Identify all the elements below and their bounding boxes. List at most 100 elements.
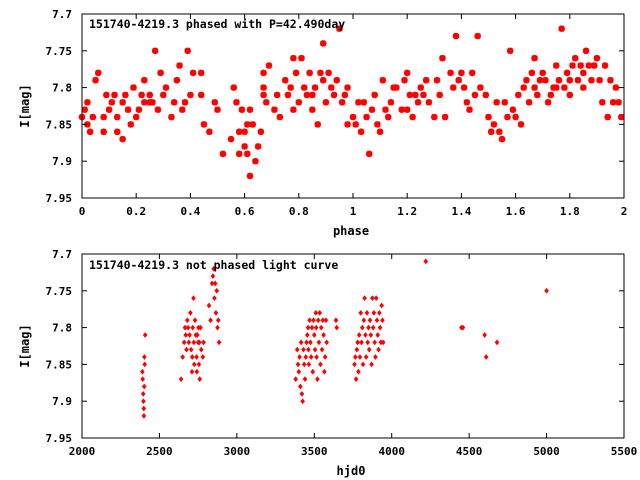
phased-data-point (569, 62, 576, 69)
phased-data-point (146, 91, 153, 99)
unphased-data-point (334, 324, 340, 331)
unphased-data-point (380, 317, 385, 324)
phased-data-point (504, 113, 511, 121)
phased-data-point (311, 84, 319, 91)
phased-data-point (496, 128, 503, 135)
unphased-data-point (302, 376, 308, 383)
unphased-data-point (361, 317, 367, 324)
phased-data-point (181, 99, 189, 106)
phased-data-point (572, 54, 579, 62)
phased-plot-title: 151740-4219.3 phased with P=42.490day (89, 17, 345, 31)
phased-data-point (84, 121, 91, 128)
phased-data-points (78, 25, 625, 180)
unphased-data-point (322, 368, 327, 375)
phased-data-point (127, 121, 134, 128)
phased-data-point (490, 121, 498, 128)
phased-data-point (276, 113, 284, 121)
phased-y-tick-label: 7.95 (46, 192, 73, 205)
phased-data-point (536, 77, 544, 84)
phased-data-point (189, 69, 197, 77)
unphased-data-point (322, 354, 328, 360)
phased-data-point (252, 158, 259, 165)
unphased-data-point (377, 324, 383, 331)
unphased-data-point (140, 376, 146, 383)
phased-data-point (149, 99, 156, 106)
unphased-data-point (142, 354, 147, 360)
phased-data-point (263, 99, 270, 106)
phased-data-point (406, 91, 414, 99)
phased-y-tick-label: 7.75 (46, 45, 73, 58)
phased-data-point (531, 54, 538, 62)
phased-data-point (86, 128, 94, 135)
unphased-data-point (423, 258, 429, 265)
unphased-y-axis-label: I[mag] (18, 324, 32, 367)
unphased-data-point (306, 361, 312, 368)
phased-data-point (260, 91, 267, 99)
unphased-data-point (376, 346, 381, 353)
phased-data-point (385, 113, 392, 121)
phased-data-point (95, 69, 102, 77)
phased-data-point (436, 91, 443, 99)
phased-x-axis-label: phase (333, 224, 369, 238)
phased-data-point (506, 47, 514, 54)
unphased-y-tick-label: 7.75 (46, 285, 73, 298)
unphased-data-point (206, 302, 212, 309)
unphased-axis-ticks: 2000 2500 3000 3500 4000 4500 5000 5500 7.7 7.75 7… (46, 248, 638, 458)
unphased-data-point (189, 368, 195, 375)
unphased-data-point (197, 376, 202, 383)
unphased-data-point (208, 317, 213, 324)
phased-data-point (124, 106, 132, 113)
unphased-data-point (366, 346, 372, 353)
unphased-data-point (191, 339, 197, 346)
unphased-data-points (140, 258, 549, 419)
unphased-data-point (141, 398, 146, 405)
unphased-data-point (308, 354, 314, 360)
phased-data-point (417, 84, 424, 91)
phased-data-point (151, 47, 159, 54)
unphased-data-point (184, 346, 189, 353)
phased-data-point (154, 106, 162, 113)
phased-y-tick-label: 7.8 (52, 82, 72, 95)
phased-data-point (235, 150, 243, 158)
phased-data-point (241, 128, 248, 135)
phased-data-point (100, 113, 107, 121)
unphased-data-point (359, 324, 365, 331)
unphased-data-point (357, 354, 363, 360)
phased-data-point (409, 113, 416, 121)
unphased-data-point (364, 309, 370, 316)
phased-data-point (431, 113, 438, 121)
phased-data-point (271, 106, 278, 113)
phased-data-point (376, 128, 384, 135)
phased-data-point (309, 106, 316, 113)
unphased-data-point (141, 383, 147, 390)
unphased-x-tick-label: 5500 (611, 445, 638, 458)
phased-data-point (301, 84, 308, 91)
phased-data-point (81, 106, 88, 113)
phased-data-point (466, 106, 473, 113)
phased-data-point (344, 84, 351, 91)
phased-data-point (607, 77, 614, 84)
phased-data-point (344, 121, 351, 128)
unphased-data-point (323, 317, 329, 324)
phased-data-point (333, 77, 340, 84)
phased-data-point (498, 135, 506, 143)
unphased-data-point (212, 295, 217, 302)
unphased-data-point (310, 368, 316, 375)
phased-x-tick-label: 0.6 (235, 205, 255, 218)
phased-data-point (555, 77, 563, 84)
phased-x-tick-label: 1 (350, 205, 357, 218)
unphased-y-tick-label: 7.85 (46, 358, 73, 371)
phased-data-point (618, 113, 625, 121)
phased-data-point (138, 91, 145, 99)
unphased-data-point (142, 332, 148, 338)
phased-y-axis-label: I[mag] (18, 84, 32, 127)
phased-data-point (133, 113, 140, 121)
unphased-data-point (494, 339, 500, 346)
unphased-data-point (356, 332, 362, 338)
phased-data-point (544, 99, 552, 106)
phased-data-point (282, 77, 289, 84)
phased-data-point (295, 99, 302, 106)
unphased-data-point (367, 317, 373, 324)
phased-data-point (170, 99, 178, 106)
unphased-data-point (182, 324, 188, 331)
